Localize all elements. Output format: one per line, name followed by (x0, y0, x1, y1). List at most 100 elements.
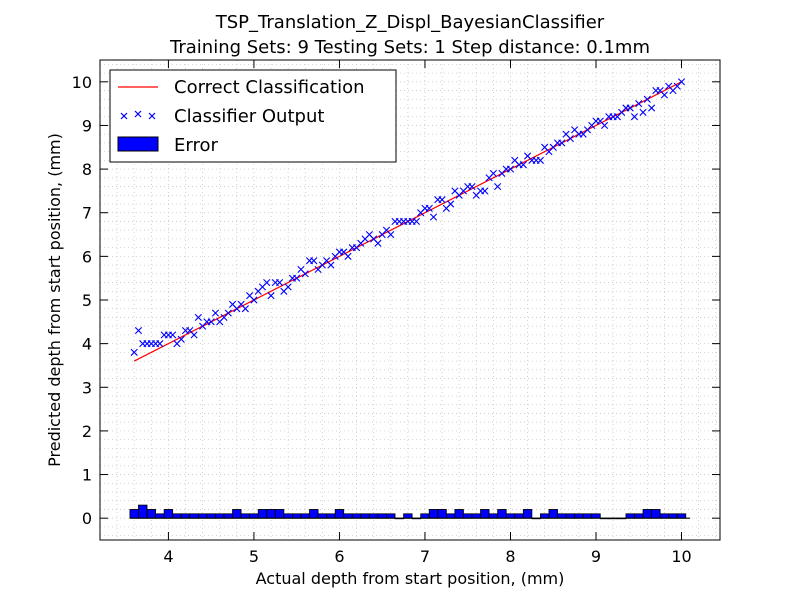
output-marker (485, 174, 493, 182)
output-marker (280, 287, 288, 295)
output-marker (382, 226, 391, 234)
y-tick-label: 10 (72, 73, 92, 92)
y-tick-label: 9 (82, 116, 92, 135)
error-bar (283, 513, 293, 519)
output-marker (331, 252, 339, 260)
output-marker (630, 113, 639, 121)
output-marker (267, 292, 275, 300)
output-marker (228, 300, 237, 308)
output-marker (211, 309, 220, 317)
error-bar (300, 513, 310, 519)
error-bar (189, 513, 199, 519)
error-bar (334, 509, 345, 519)
output-marker (271, 278, 279, 287)
output-marker (203, 318, 211, 326)
output-marker (160, 331, 168, 339)
error-bar (343, 513, 353, 519)
error-bar (642, 509, 652, 519)
x-tick-label: 9 (591, 547, 601, 566)
error-bar (548, 509, 558, 519)
output-marker (305, 257, 314, 265)
output-marker (391, 217, 399, 226)
error-bar (292, 513, 302, 519)
output-marker (451, 187, 459, 195)
error-bar (463, 513, 473, 519)
output-marker (553, 139, 562, 147)
y-axis-label: Predicted depth from start position, (mm… (45, 133, 64, 467)
output-marker (323, 257, 331, 265)
output-marker (635, 100, 643, 108)
output-marker (408, 217, 416, 226)
error-bar (403, 513, 413, 519)
error-bar (360, 513, 370, 519)
output-marker (665, 82, 673, 90)
output-marker (502, 165, 510, 173)
output-marker (348, 244, 356, 252)
error-bar (420, 513, 430, 519)
output-marker (596, 117, 604, 125)
output-marker (143, 340, 151, 348)
error-bar (138, 504, 148, 519)
error-bar (445, 513, 456, 519)
error-bar (249, 513, 259, 519)
output-marker (673, 82, 681, 90)
error-bar (206, 513, 216, 519)
output-marker (246, 292, 254, 300)
error-bar (197, 513, 208, 519)
output-marker (588, 121, 596, 130)
y-tick-label: 7 (82, 204, 92, 223)
output-marker (151, 340, 160, 348)
error-bar (274, 509, 285, 519)
y-tick-label: 1 (82, 466, 92, 485)
y-tick-label: 0 (82, 509, 92, 528)
error-bar (454, 509, 464, 519)
error-bar (565, 513, 576, 519)
output-marker (340, 248, 348, 256)
error-bar (368, 513, 379, 519)
y-tick-label: 3 (82, 378, 92, 397)
output-marker (177, 335, 185, 343)
plot-frame (99, 59, 721, 541)
legend-label-error: Error (174, 135, 218, 156)
x-tick-label: 10 (671, 547, 691, 566)
x-tick-label: 6 (334, 547, 344, 566)
error-bar (180, 513, 191, 519)
error-bar (326, 513, 336, 519)
error-bar (351, 513, 362, 519)
output-marker (536, 156, 545, 164)
y-tick-label: 8 (82, 160, 92, 179)
legend: Correct Classification Classifier Output… (109, 69, 397, 163)
output-marker (519, 161, 527, 169)
classifier-output-markers (130, 78, 686, 356)
error-bars (129, 504, 691, 520)
legend-marker-swatch (120, 110, 156, 120)
error-bar (505, 513, 516, 519)
error-bar (540, 513, 550, 519)
error-bar (591, 513, 601, 519)
output-marker (511, 156, 519, 164)
error-bar (163, 509, 174, 519)
error-bar (232, 509, 242, 519)
error-bar (215, 513, 225, 519)
output-marker (169, 331, 177, 339)
error-bar (146, 509, 156, 519)
error-bar (497, 509, 507, 519)
legend-label-correct: Correct Classification (174, 77, 365, 98)
error-bar (377, 513, 387, 519)
error-bar (574, 513, 584, 519)
output-marker (186, 326, 194, 335)
error-bar (659, 513, 670, 519)
error-bar (172, 513, 182, 519)
output-marker (434, 196, 442, 204)
output-marker (194, 313, 202, 322)
axes: 4 5 6 7 8 9 10 0 1 2 3 4 5 6 7 8 9 10 (72, 60, 720, 566)
output-marker (314, 265, 322, 274)
error-bar (317, 513, 328, 519)
y-tick-label: 2 (82, 422, 92, 441)
output-marker (263, 278, 271, 287)
output-marker (425, 204, 433, 212)
output-marker (417, 209, 425, 217)
output-marker (468, 182, 476, 191)
output-marker (365, 230, 373, 239)
